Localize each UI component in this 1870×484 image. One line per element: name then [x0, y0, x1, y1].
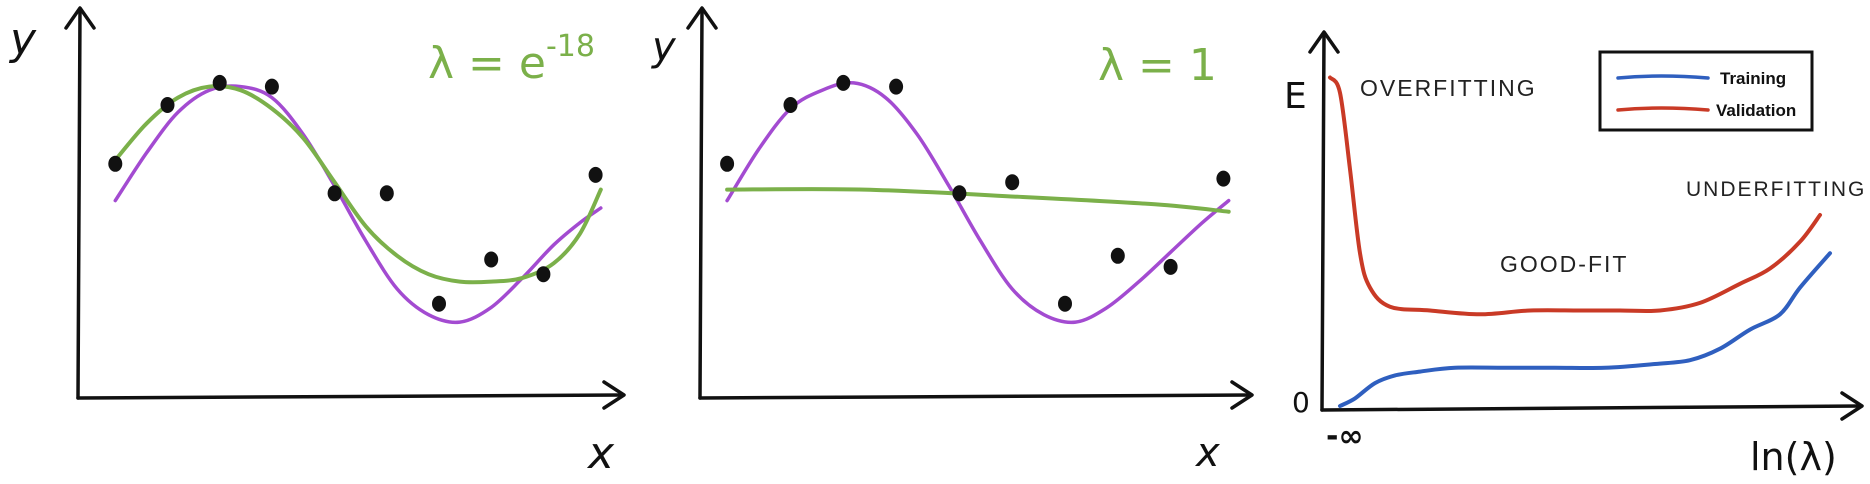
- y-axis-label: y: [651, 24, 677, 70]
- true-curve: [725, 80, 1231, 325]
- lambda-annotation-exponent: -18: [546, 29, 595, 64]
- good-fit-annotation: GOOD-FIT: [1500, 251, 1628, 277]
- legend-validation-swatch: [1616, 106, 1710, 112]
- x-axis: [76, 393, 624, 400]
- data-point: [379, 185, 394, 202]
- overfitting-annotation: OVERFITTING: [1360, 75, 1537, 101]
- data-point: [108, 155, 123, 172]
- data-point: [1005, 174, 1020, 191]
- x-axis-arrowhead: [1840, 391, 1864, 421]
- x-axis-label: x: [1194, 430, 1220, 476]
- legend-box: [1598, 50, 1814, 132]
- y-axis: [698, 8, 704, 400]
- data-point: [720, 155, 735, 172]
- validation-line: [1328, 75, 1822, 317]
- data-points: [720, 74, 1231, 312]
- x-axis-label: ln(λ): [1750, 435, 1837, 479]
- data-point: [952, 185, 967, 202]
- y-axis-arrowhead: [1308, 30, 1340, 54]
- data-point: [1216, 170, 1231, 187]
- x-start-label: -∞: [1326, 419, 1363, 454]
- data-point: [484, 251, 499, 268]
- legend-validation-label: Validation: [1716, 101, 1796, 120]
- data-point: [432, 295, 446, 312]
- fit-curve: [113, 84, 603, 285]
- x-axis-label: x: [586, 428, 615, 479]
- legend-training-label: Training: [1720, 69, 1786, 88]
- panel-underfit: y x λ = 1: [651, 6, 1254, 476]
- panel-error-curve: E 0 -∞ ln(λ) OVERFITTING GOOD-FIT UNDERF…: [1284, 30, 1866, 479]
- y-axis: [76, 8, 82, 400]
- fit-curve: [725, 187, 1231, 214]
- x-axis: [698, 393, 1252, 400]
- y-axis-arrowhead: [64, 6, 96, 30]
- y-axis-arrowhead: [686, 6, 718, 30]
- training-line: [1338, 251, 1832, 408]
- lambda-annotation: λ = e-18: [428, 29, 595, 89]
- data-point: [836, 74, 851, 91]
- data-point: [1163, 258, 1178, 275]
- y-axis-label: E: [1284, 76, 1307, 117]
- y-axis-label: y: [8, 14, 37, 65]
- true-curve: [113, 84, 603, 325]
- x-axis-arrowhead: [602, 380, 626, 410]
- legend: Training Validation: [1598, 50, 1814, 132]
- data-point: [327, 185, 342, 202]
- data-point: [1058, 295, 1072, 312]
- data-point: [536, 266, 551, 283]
- lambda-annotation: λ = 1: [1098, 40, 1217, 91]
- y-zero-label: 0: [1292, 386, 1310, 419]
- data-point: [264, 78, 279, 95]
- lambda-annotation-base: λ = e: [428, 38, 546, 89]
- data-point: [1110, 247, 1125, 264]
- data-point: [212, 74, 227, 91]
- panel-overfit: y x λ = e-18: [8, 6, 626, 479]
- underfitting-annotation: UNDERFITTING: [1686, 178, 1866, 201]
- data-point: [783, 97, 798, 113]
- y-axis: [1320, 32, 1326, 412]
- legend-training-swatch: [1616, 74, 1710, 80]
- data-points: [108, 74, 603, 312]
- data-point: [588, 166, 603, 183]
- data-point: [889, 78, 904, 95]
- x-axis-arrowhead: [1230, 380, 1254, 410]
- x-axis: [1320, 404, 1862, 412]
- data-point: [160, 97, 175, 113]
